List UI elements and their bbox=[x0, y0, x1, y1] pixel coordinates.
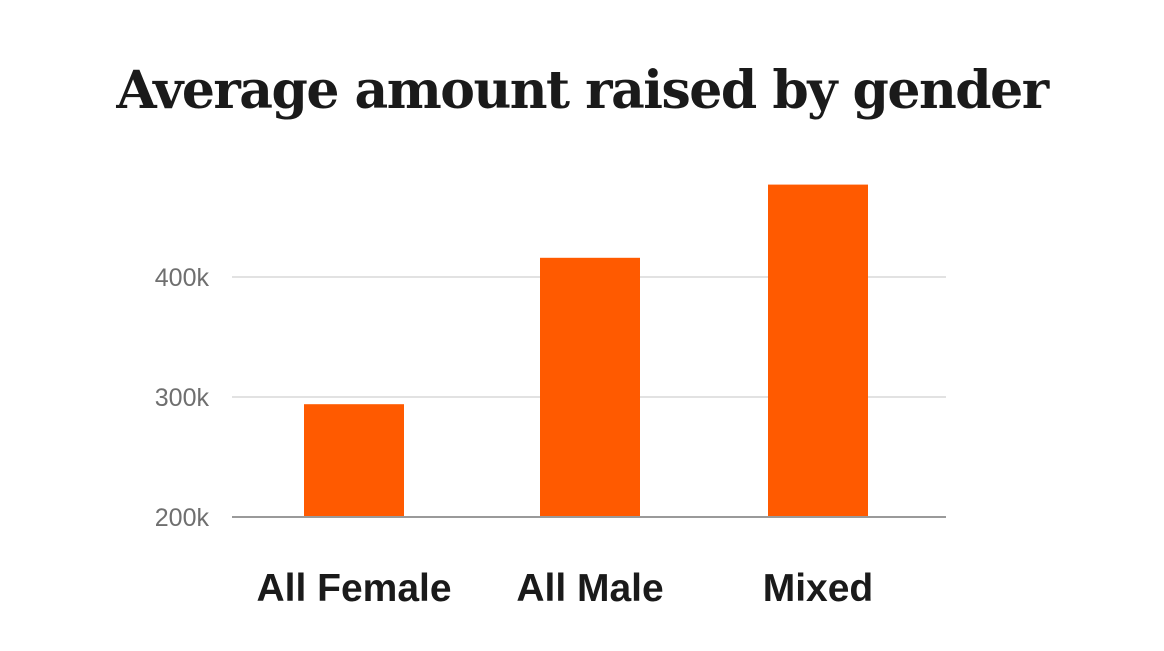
bar-all-female bbox=[304, 404, 404, 517]
x-category-label: Mixed bbox=[763, 567, 874, 610]
x-category-label: All Male bbox=[516, 567, 663, 610]
y-tick-label: 300k bbox=[155, 384, 210, 412]
y-tick-label: 200k bbox=[155, 504, 210, 532]
bar-mixed bbox=[768, 184, 868, 517]
y-tick-label: 400k bbox=[155, 264, 210, 292]
x-category-label: All Female bbox=[256, 567, 451, 610]
chart-title: Average amount raised by gender bbox=[116, 60, 1049, 121]
y-axis-ticks: 200k 300k 400k bbox=[155, 264, 210, 532]
x-axis-categories: All Female All Male Mixed bbox=[256, 567, 873, 610]
bar-all-male bbox=[540, 257, 640, 517]
bars bbox=[304, 184, 868, 517]
